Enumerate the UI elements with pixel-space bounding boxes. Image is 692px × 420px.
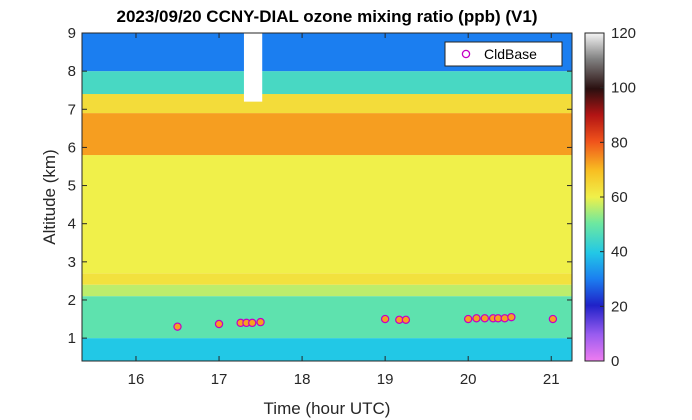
- y-tick-label-0: 1: [68, 330, 76, 347]
- chart-title: 2023/09/20 CCNY-DIAL ozone mixing ratio …: [117, 7, 538, 26]
- x-axis-label: Time (hour UTC): [264, 399, 391, 418]
- y-tick-label-1: 2: [68, 292, 76, 309]
- data-gap: [243, 33, 263, 102]
- cloud-base-point-0: [173, 322, 182, 331]
- colorbar-tick-label-0: 0: [611, 353, 619, 370]
- ozone-layer-6: [82, 94, 572, 114]
- cloud-base-point-5: [256, 317, 265, 327]
- ozone-layer-3: [82, 273, 572, 285]
- y-axis-label: Altitude (km): [40, 149, 59, 244]
- x-tick-label-2: 18: [294, 371, 311, 388]
- cloud-base-point-14: [500, 314, 509, 323]
- x-tick-label-5: 21: [543, 371, 560, 388]
- cloud-base-point-9: [463, 314, 473, 324]
- colorbar-ticks: 0 20 40 60 80 100 120: [600, 25, 636, 370]
- ozone-layer-5: [82, 113, 572, 156]
- cloud-base-point-11: [480, 314, 489, 323]
- cloud-base-point-16: [548, 314, 558, 324]
- cloud-base-point-1: [214, 319, 224, 329]
- y-tick-label-7: 8: [68, 63, 76, 80]
- ozone-layer-4: [82, 155, 572, 274]
- y-tick-label-5: 6: [68, 139, 76, 156]
- cloud-base-markers: [173, 312, 558, 331]
- y-tick-label-6: 7: [68, 101, 76, 118]
- ozone-layer-0: [82, 338, 572, 361]
- x-axis: 16 17 18 19 20 21: [128, 33, 560, 388]
- colorbar-tick-label-1: 20: [611, 298, 628, 315]
- y-tick-label-4: 5: [68, 178, 76, 195]
- colorbar-tick-label-5: 100: [611, 80, 636, 97]
- legend: CldBase: [444, 41, 563, 67]
- cloud-base-point-15: [507, 312, 516, 322]
- y-axis: 1 2 3 4 5 6 7 8 9: [68, 25, 572, 347]
- y-tick-label-8: 9: [68, 25, 76, 42]
- ozone-layer-2: [82, 284, 572, 297]
- y-tick-label-3: 4: [68, 216, 76, 233]
- colorbar-tick-label-3: 60: [611, 189, 628, 206]
- x-tick-label-1: 17: [211, 371, 228, 388]
- colorbar-tick-label-2: 40: [611, 244, 628, 261]
- colorbar: 0 20 40 60 80 100 120: [584, 25, 636, 370]
- legend-marker: [461, 49, 471, 59]
- x-tick-label-4: 20: [460, 371, 477, 388]
- colorbar-tick-label-6: 120: [611, 25, 636, 42]
- legend-box: [444, 41, 563, 67]
- cloud-base-point-8: [401, 315, 411, 325]
- cloud-base-point-4: [248, 318, 257, 328]
- data-gap-strip: [243, 33, 263, 102]
- cloud-base-point-10: [472, 314, 481, 323]
- cloud-base-point-6: [380, 314, 390, 324]
- heatmap-plot: [82, 33, 572, 361]
- colorbar-tick-label-4: 80: [611, 134, 628, 151]
- plot-frame: [81, 32, 573, 362]
- legend-label: CldBase: [484, 46, 537, 62]
- ozone-layer-7: [82, 71, 572, 95]
- y-tick-label-2: 3: [68, 254, 76, 271]
- x-tick-label-0: 16: [128, 371, 145, 388]
- x-tick-label-3: 19: [377, 371, 394, 388]
